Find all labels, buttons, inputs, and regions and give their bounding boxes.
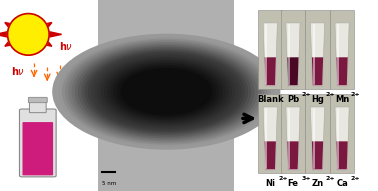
Text: 2+: 2+: [350, 176, 360, 181]
Circle shape: [131, 74, 202, 110]
Circle shape: [150, 83, 183, 100]
Text: Hg: Hg: [311, 95, 324, 104]
Circle shape: [163, 90, 170, 93]
Circle shape: [115, 66, 218, 118]
Polygon shape: [335, 23, 349, 86]
Polygon shape: [287, 141, 299, 169]
Polygon shape: [310, 107, 325, 170]
Polygon shape: [286, 107, 300, 170]
Polygon shape: [39, 40, 52, 46]
Circle shape: [102, 59, 231, 124]
Text: 5 nm: 5 nm: [102, 181, 116, 186]
Polygon shape: [336, 57, 348, 85]
Text: Ca: Ca: [336, 179, 348, 188]
Polygon shape: [39, 23, 52, 29]
Text: 2+: 2+: [301, 92, 311, 97]
FancyBboxPatch shape: [98, 0, 234, 191]
Text: Blank: Blank: [257, 95, 284, 104]
Text: 2+: 2+: [350, 92, 360, 97]
Circle shape: [53, 34, 280, 149]
Circle shape: [121, 69, 212, 115]
Circle shape: [156, 87, 176, 97]
Text: h$\nu$: h$\nu$: [59, 40, 73, 52]
Polygon shape: [263, 23, 277, 86]
FancyBboxPatch shape: [281, 10, 305, 89]
Circle shape: [118, 67, 215, 116]
Polygon shape: [312, 141, 323, 169]
Polygon shape: [286, 23, 300, 86]
Circle shape: [79, 48, 254, 136]
FancyBboxPatch shape: [330, 10, 354, 89]
Circle shape: [108, 62, 225, 121]
FancyBboxPatch shape: [305, 94, 330, 173]
Text: 2+: 2+: [279, 176, 288, 181]
FancyBboxPatch shape: [305, 10, 330, 89]
Text: 2+: 2+: [326, 92, 335, 97]
Text: 2+: 2+: [326, 176, 335, 181]
Text: Zn: Zn: [311, 179, 324, 188]
Polygon shape: [312, 57, 323, 85]
Text: 3+: 3+: [301, 176, 311, 181]
Circle shape: [98, 57, 234, 126]
Polygon shape: [287, 57, 299, 85]
Polygon shape: [265, 141, 276, 169]
Circle shape: [95, 56, 238, 128]
Circle shape: [137, 77, 195, 106]
Polygon shape: [23, 18, 34, 24]
Circle shape: [56, 36, 276, 147]
FancyBboxPatch shape: [29, 101, 46, 113]
Circle shape: [140, 79, 192, 105]
Polygon shape: [310, 23, 325, 86]
Polygon shape: [0, 32, 8, 37]
FancyBboxPatch shape: [330, 94, 354, 173]
Circle shape: [72, 44, 260, 139]
Text: Pb: Pb: [287, 95, 299, 104]
Circle shape: [92, 54, 241, 129]
Ellipse shape: [8, 14, 49, 55]
Polygon shape: [265, 57, 276, 85]
Polygon shape: [48, 32, 62, 37]
Polygon shape: [336, 141, 348, 169]
Circle shape: [59, 38, 273, 146]
Polygon shape: [5, 23, 18, 29]
Polygon shape: [335, 107, 349, 170]
Text: Mn: Mn: [335, 95, 349, 104]
Circle shape: [69, 43, 263, 141]
Circle shape: [85, 51, 247, 133]
Circle shape: [76, 46, 257, 138]
Text: Fe: Fe: [287, 179, 299, 188]
FancyBboxPatch shape: [23, 122, 53, 175]
Polygon shape: [5, 40, 18, 46]
Circle shape: [111, 64, 222, 120]
Circle shape: [105, 61, 228, 123]
Circle shape: [144, 80, 189, 103]
Polygon shape: [263, 107, 277, 170]
Circle shape: [134, 75, 199, 108]
Text: h$\nu$: h$\nu$: [11, 65, 25, 77]
FancyBboxPatch shape: [258, 94, 282, 173]
Circle shape: [124, 70, 208, 113]
Circle shape: [63, 39, 270, 144]
Text: Ni: Ni: [265, 179, 275, 188]
Circle shape: [88, 52, 244, 131]
FancyBboxPatch shape: [281, 94, 305, 173]
Circle shape: [82, 49, 251, 134]
Circle shape: [160, 88, 173, 95]
FancyBboxPatch shape: [28, 97, 47, 103]
Circle shape: [147, 82, 186, 101]
FancyBboxPatch shape: [20, 109, 56, 177]
Circle shape: [127, 72, 205, 111]
Circle shape: [66, 41, 267, 142]
FancyBboxPatch shape: [258, 10, 282, 89]
Circle shape: [153, 85, 179, 98]
Polygon shape: [23, 45, 34, 51]
